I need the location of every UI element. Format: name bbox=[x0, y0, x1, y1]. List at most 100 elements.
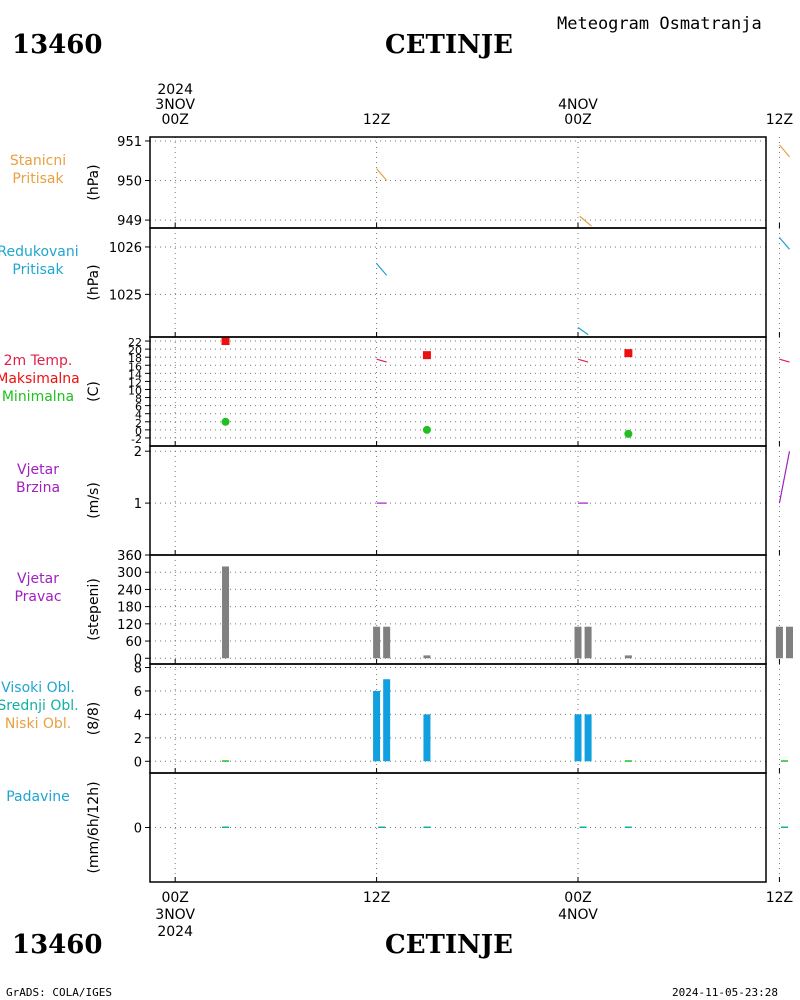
panel-unit: (hPa) bbox=[86, 264, 102, 300]
y-tick-label: 0 bbox=[134, 822, 142, 837]
time-label-top: 12Z bbox=[766, 112, 793, 128]
y-tick-label: 2 bbox=[135, 417, 142, 430]
panel-label: Brzina bbox=[16, 480, 60, 496]
panel-frame bbox=[149, 336, 767, 447]
bar-mark bbox=[579, 826, 587, 828]
max-temp-marker bbox=[624, 349, 633, 358]
bar-mark bbox=[574, 626, 582, 659]
panel-frame bbox=[149, 136, 767, 229]
panel-frame bbox=[149, 772, 767, 883]
meteogram-title: Meteogram Osmatranja bbox=[557, 14, 762, 34]
y-tick-label: 1 bbox=[134, 497, 142, 512]
y-tick-label: 16 bbox=[128, 360, 142, 373]
time-label-bottom: 2024 bbox=[157, 924, 193, 940]
panel-frame bbox=[149, 554, 767, 665]
y-tick-label: 120 bbox=[117, 618, 142, 633]
min-temp-marker bbox=[422, 425, 431, 434]
panel-unit: (m/s) bbox=[86, 482, 102, 519]
panel-label: Niski Obl. bbox=[5, 716, 71, 732]
bar-mark bbox=[222, 826, 230, 828]
min-temp-marker bbox=[624, 429, 633, 438]
time-label-bottom: 00Z bbox=[564, 890, 591, 906]
panel-1 bbox=[145, 227, 790, 338]
bar-mark bbox=[423, 714, 431, 762]
bar-mark bbox=[423, 655, 431, 659]
y-tick-label: 4 bbox=[134, 708, 142, 723]
bar-mark bbox=[584, 714, 592, 762]
bar-mark bbox=[423, 826, 431, 828]
y-tick-label: 6 bbox=[135, 401, 142, 414]
y-tick-label: 1025 bbox=[109, 288, 142, 303]
panel-label: Maksimalna bbox=[0, 371, 80, 387]
y-tick-label: 951 bbox=[117, 135, 142, 150]
bar-mark bbox=[574, 714, 582, 762]
y-tick-label: 360 bbox=[117, 549, 142, 564]
y-tick-label: 949 bbox=[117, 214, 142, 229]
panel-unit: (8/8) bbox=[86, 702, 102, 735]
y-tick-label: 0 bbox=[134, 755, 142, 770]
panel-label: 2m Temp. bbox=[4, 353, 73, 369]
y-tick-label: 18 bbox=[128, 352, 142, 365]
y-tick-label: 950 bbox=[117, 175, 142, 190]
series-line bbox=[577, 327, 589, 336]
timestamp: 2024-11-05-23:28 bbox=[672, 986, 778, 999]
panel-label: Minimalna bbox=[2, 389, 74, 405]
panel-4 bbox=[145, 554, 793, 665]
bar-mark bbox=[624, 655, 632, 659]
time-label-top: 3NOV bbox=[155, 97, 195, 113]
time-label-bottom: 00Z bbox=[161, 890, 188, 906]
panel-unit: (C) bbox=[86, 381, 102, 402]
series-line bbox=[376, 168, 388, 181]
bar-mark bbox=[624, 826, 632, 828]
bar-mark bbox=[383, 626, 391, 659]
station-id: 13460 bbox=[12, 30, 103, 60]
time-label-top: 12Z bbox=[363, 112, 390, 128]
panel-frame bbox=[149, 227, 767, 338]
time-label-top: 00Z bbox=[564, 112, 591, 128]
bar-mark bbox=[624, 760, 632, 762]
credit: GrADS: COLA/IGES bbox=[6, 986, 112, 999]
panel-label: Pritisak bbox=[12, 262, 64, 278]
series-line bbox=[778, 144, 790, 158]
panel-3 bbox=[145, 445, 791, 556]
y-tick-label: 60 bbox=[125, 635, 142, 650]
bar-mark bbox=[378, 826, 386, 828]
panel-label: Padavine bbox=[6, 789, 70, 805]
temp-2m-line bbox=[376, 358, 387, 363]
panel-label: Vjetar bbox=[17, 571, 59, 587]
bar-mark bbox=[373, 690, 381, 762]
time-label-top: 00Z bbox=[161, 112, 188, 128]
y-tick-label: 6 bbox=[134, 685, 142, 700]
y-tick-label: 14 bbox=[128, 368, 142, 381]
time-label-bottom: 12Z bbox=[363, 890, 390, 906]
temp-2m-line bbox=[577, 358, 589, 363]
panel-frame bbox=[149, 663, 767, 774]
panel-5 bbox=[145, 663, 788, 774]
y-tick-label: 20 bbox=[128, 344, 142, 357]
y-tick-label: 0 bbox=[134, 652, 142, 667]
panel-label: Pritisak bbox=[12, 171, 64, 187]
temp-2m-line bbox=[779, 358, 790, 363]
y-tick-label: 12 bbox=[128, 376, 142, 389]
station-name: CETINJE bbox=[385, 30, 513, 60]
y-tick-label: 8 bbox=[134, 662, 142, 677]
panel-label: Vjetar bbox=[17, 462, 59, 478]
series-line bbox=[778, 237, 790, 250]
panel-label: Srednji Obl. bbox=[0, 698, 79, 714]
max-temp-marker bbox=[422, 351, 431, 360]
panel-unit: (mm/6h/12h) bbox=[86, 781, 102, 873]
y-tick-label: 2 bbox=[134, 445, 142, 460]
time-label-top: 2024 bbox=[157, 82, 193, 98]
y-tick-label: 0 bbox=[134, 549, 142, 564]
y-tick-label: 8 bbox=[135, 393, 142, 406]
bar-mark bbox=[775, 626, 783, 659]
panel-2 bbox=[145, 336, 790, 447]
panel-unit: (hPa) bbox=[86, 164, 102, 200]
panel-unit: (stepeni) bbox=[86, 578, 102, 641]
time-label-top: 4NOV bbox=[558, 97, 598, 113]
time-label-bottom: 4NOV bbox=[558, 907, 598, 923]
series-line bbox=[778, 451, 791, 504]
y-tick-label: 10 bbox=[128, 384, 142, 397]
bar-mark bbox=[780, 826, 788, 828]
